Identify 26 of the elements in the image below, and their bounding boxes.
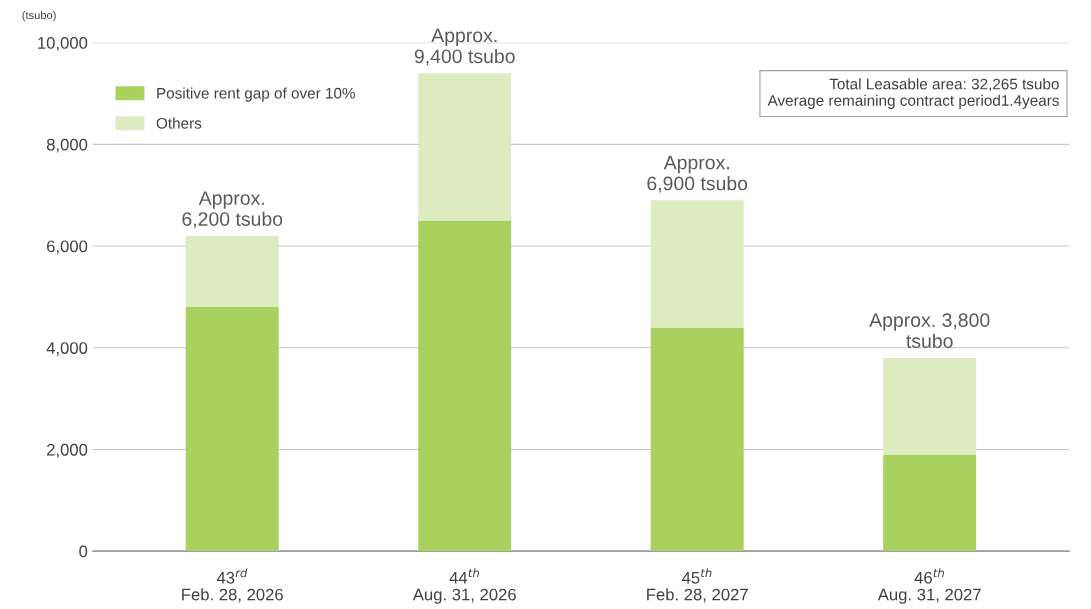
total-label: Approx. 3,800 tsubo [869, 313, 990, 348]
bar [418, 220, 512, 552]
legend-label: Others [156, 117, 202, 129]
bar [418, 73, 512, 221]
total-label: Approx. 6,200 tsubo [182, 191, 283, 229]
bar [185, 235, 279, 308]
x-tick-label: 45$^{th}$ Feb. 28, 2027 [647, 568, 748, 603]
y-tick-label: 10,000 [38, 37, 88, 51]
bar [650, 200, 744, 328]
y-tick-label: 0 [79, 545, 88, 558]
bar [883, 454, 977, 552]
total-label: Approx. 6,900 tsubo [647, 155, 748, 193]
bar [185, 307, 279, 552]
bar [883, 357, 977, 455]
bar [650, 327, 744, 552]
annotation: Total Leasable area: 32,265 tsubo Average remaining contract period1.4years [767, 78, 1059, 109]
y-tick-label: 6,000 [47, 240, 88, 255]
x-tick-label: 46$^{th}$ Aug. 31, 2027 [877, 568, 981, 604]
x-tick-label: 44$^{th}$ Aug. 31, 2026 [412, 568, 516, 604]
x-tick-label: 43$^{rd}$ Feb. 28, 2026 [182, 568, 283, 603]
y-tick-label: 4,000 [46, 342, 88, 356]
y-axis-title: (tsubo) [22, 10, 56, 22]
y-tick-label: 8,000 [46, 138, 88, 153]
total-label: Approx. 9,400 tsubo [414, 28, 515, 66]
legend-label: Positive rent gap of over 10% [157, 87, 355, 102]
y-tick-label: 2,000 [47, 443, 88, 458]
